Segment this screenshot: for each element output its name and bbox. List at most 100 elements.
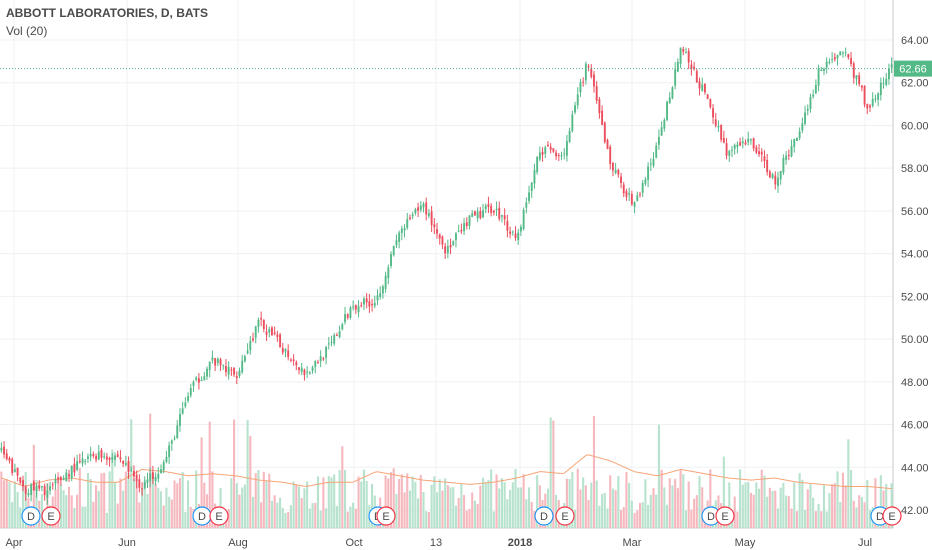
volume-bar (116, 503, 119, 528)
volume-bar (403, 492, 406, 528)
volume-bar (387, 478, 390, 528)
candle-body (536, 156, 539, 173)
candle-body (200, 380, 203, 382)
volume-bar (181, 472, 184, 528)
candle-body (3, 446, 6, 455)
candle-body (582, 81, 585, 83)
candle-body (151, 472, 154, 480)
candle-body (722, 137, 725, 143)
earnings-marker-label: E (382, 511, 389, 523)
volume-bar (143, 479, 146, 528)
candle-body (441, 236, 444, 245)
volume-bar (457, 497, 460, 528)
candle-body (0, 447, 3, 451)
candle-body (768, 171, 771, 178)
candle-body (452, 241, 455, 246)
volume-bar (300, 498, 303, 528)
candle-body (890, 64, 893, 68)
candle-body (657, 136, 660, 145)
candle-body (168, 445, 171, 458)
volume-bar (744, 482, 747, 528)
volume-bar (59, 484, 62, 528)
candle-body (314, 360, 317, 367)
volume-bar (357, 476, 360, 528)
volume-bar (866, 480, 869, 528)
candle-body (76, 461, 79, 470)
volume-bar (327, 475, 330, 528)
volume-bar (668, 478, 671, 528)
volume-bar (517, 487, 520, 528)
candle-body (268, 329, 271, 333)
y-tick-label: 54.00 (901, 249, 929, 261)
y-tick-label: 42.00 (901, 505, 929, 517)
dividend-marker-label: D (540, 511, 548, 523)
candle-body (887, 68, 890, 80)
candle-body (165, 456, 168, 462)
last-price-tag (894, 60, 932, 77)
candle-body (11, 458, 14, 473)
volume-bar (879, 475, 882, 528)
volume-bar (281, 507, 284, 528)
candle-body (763, 156, 766, 162)
volume-bar (262, 471, 265, 528)
candle-body (384, 275, 387, 289)
dividend-marker-label: D (876, 511, 884, 523)
volume-bar (341, 446, 344, 528)
volume-bar (787, 496, 790, 528)
candle-body (292, 359, 295, 362)
candle-body (16, 467, 19, 476)
volume-bar (817, 503, 820, 528)
candle-body (771, 174, 774, 178)
candle-body (8, 457, 11, 461)
volume-bar (511, 482, 514, 528)
volume-bar (176, 483, 179, 528)
earnings-marker-label: E (215, 511, 222, 523)
volume-bar (655, 494, 658, 528)
symbol-title: ABBOTT LABORATORIES, D, BATS (6, 6, 208, 20)
candle-body (197, 378, 200, 383)
candle-body (414, 209, 417, 214)
candle-body (479, 210, 482, 218)
volume-bar (438, 479, 441, 528)
volume-bar (414, 481, 417, 528)
volume-bar (674, 478, 677, 528)
volume-bar (295, 484, 298, 528)
volume-bar (460, 484, 463, 528)
volume-bar (571, 471, 574, 528)
candle-body (24, 486, 27, 494)
volume-bar (73, 508, 76, 528)
volume-bar (663, 487, 666, 528)
candle-body (189, 388, 192, 396)
candle-body (108, 457, 111, 460)
volume-bar (536, 475, 539, 528)
volume-bar (809, 484, 812, 528)
volume-bar (587, 500, 590, 528)
candle-body (476, 211, 479, 219)
volume-bar (422, 491, 425, 528)
volume-bar (790, 508, 793, 528)
candle-body (176, 425, 179, 439)
volume-bar (763, 475, 766, 528)
candle-body (593, 74, 595, 87)
candle-body (417, 207, 420, 211)
volume-bar (446, 485, 449, 528)
volume-bar (276, 502, 279, 528)
candle-body (298, 367, 300, 371)
candle-body (777, 177, 779, 187)
candle-body (303, 369, 306, 375)
candle-body (487, 204, 490, 207)
volume-bar (839, 502, 842, 528)
candle-body (436, 229, 438, 234)
candle-body (306, 371, 309, 373)
candle-body (698, 81, 701, 89)
candle-body (363, 298, 365, 305)
y-tick-label: 52.00 (901, 291, 929, 303)
volume-bar (519, 487, 522, 528)
candle-body (731, 149, 733, 151)
candle-body (254, 326, 257, 338)
volume-bar (701, 487, 704, 528)
volume-bar (311, 502, 314, 528)
candle-body (38, 485, 41, 489)
x-tick-label: Jun (118, 537, 136, 549)
